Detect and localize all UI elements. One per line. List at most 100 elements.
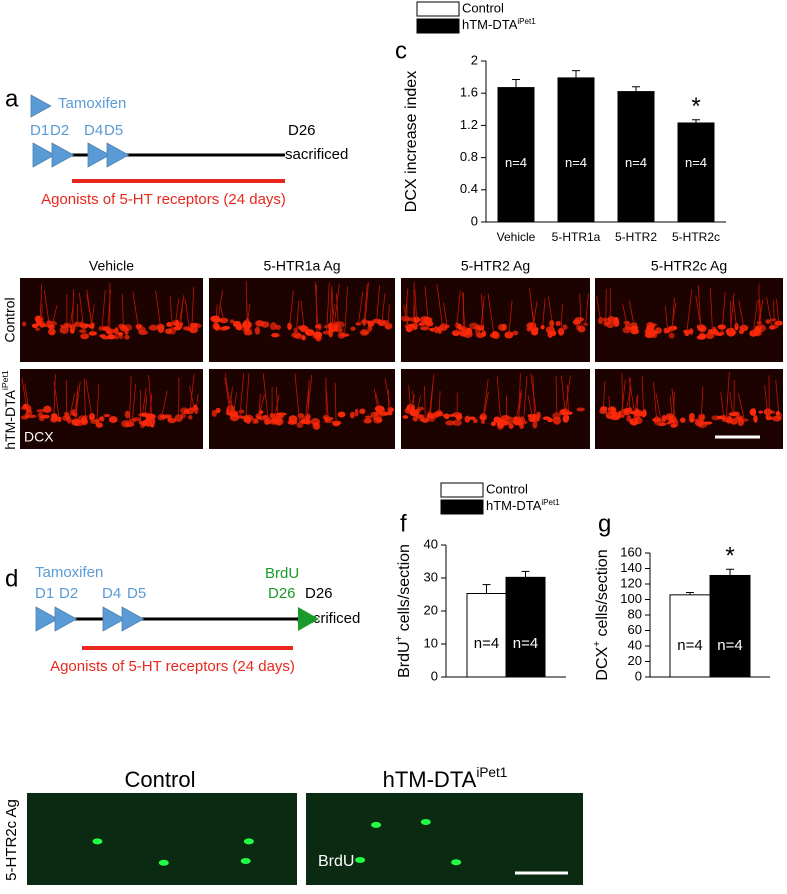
cell [753,415,757,423]
bar [710,575,750,677]
error-bar [483,585,491,594]
cell [421,819,431,825]
panel-label: a [5,85,19,112]
cell [114,327,119,334]
stain-label: BrdU [318,853,354,870]
cell [125,411,130,419]
y-tick-label: 0.8 [460,149,478,164]
cell [216,408,221,413]
cell [307,419,311,424]
cell [92,838,102,844]
cell [776,411,780,416]
day-label: D1 [35,585,54,602]
cell [613,320,617,327]
legend-swatch [417,19,459,33]
end-day-label: D26 [305,585,333,602]
cell [442,414,450,418]
superscript: iPet1 [541,498,560,507]
legend-swatch [441,500,483,514]
cell [642,409,646,416]
cell [37,409,46,413]
cell [451,859,461,865]
y-axis-title: BrdU+ cells/section [394,544,413,678]
superscript: iPet1 [0,370,10,390]
cell [371,822,381,828]
cell [684,331,689,336]
cell [275,419,282,426]
y-tick-label: 140 [620,560,642,575]
panel-label: f [400,510,407,537]
cell [124,324,132,331]
cell [32,324,38,328]
cell [634,410,643,417]
cell [46,320,52,324]
day-label: D2 [50,122,69,139]
cell [509,424,514,429]
cell [434,326,439,334]
cell [361,331,370,335]
cell [302,325,307,329]
cell [758,410,762,413]
cell [700,327,707,333]
cell [305,329,315,336]
day-label: D4 [84,122,103,139]
error-bar [632,87,640,92]
cell [420,326,429,330]
cell [680,417,686,422]
text-part: cells/section [594,549,611,641]
cell [364,418,372,423]
cell [413,416,418,422]
cell [294,328,299,333]
sample-size-label: n=4 [625,155,647,170]
legend-label: Control [486,481,528,496]
cell [547,418,553,423]
cell [255,320,264,326]
cell [146,414,156,419]
cell [646,325,653,331]
micrograph [209,369,395,449]
y-tick-label: 2 [471,52,478,67]
arrowhead-marker [33,143,55,167]
brdu-day-label: D26 [268,585,296,602]
end-day-label: D26 [288,122,316,139]
panel-label: c [395,37,407,64]
cell [576,407,585,411]
cell [417,407,424,411]
arrowhead-marker [55,607,77,631]
cell [575,317,585,322]
cell [689,417,695,422]
cell [651,330,658,334]
cell [25,413,29,418]
text-part: DCX [594,646,611,680]
cell [772,416,782,422]
day-label: D5 [127,585,146,602]
cell [718,324,726,329]
sample-size-label: n=4 [565,155,587,170]
cell [564,415,569,419]
cell [697,421,707,428]
cell [556,321,561,326]
legend-label: Control [462,0,504,15]
cell [159,860,169,866]
cell [314,331,322,338]
cell [275,415,285,419]
column-header: Vehicle [89,258,134,274]
cell [264,419,270,425]
panel-label: g [598,510,611,537]
y-tick-label: 1.6 [460,85,478,100]
cell [428,418,435,422]
cell [450,414,455,417]
cell [48,324,54,328]
cell [60,326,69,334]
y-tick-label: 40 [424,536,438,551]
legend-swatch [417,2,459,16]
cell [561,408,570,414]
text-part: hTM-DTA [462,17,518,32]
cell [311,418,320,425]
bar [670,595,710,677]
cell [124,335,130,340]
cell [750,409,755,416]
cell [79,329,86,333]
cell [549,320,554,327]
text-part: hTM-DTA [383,767,477,792]
